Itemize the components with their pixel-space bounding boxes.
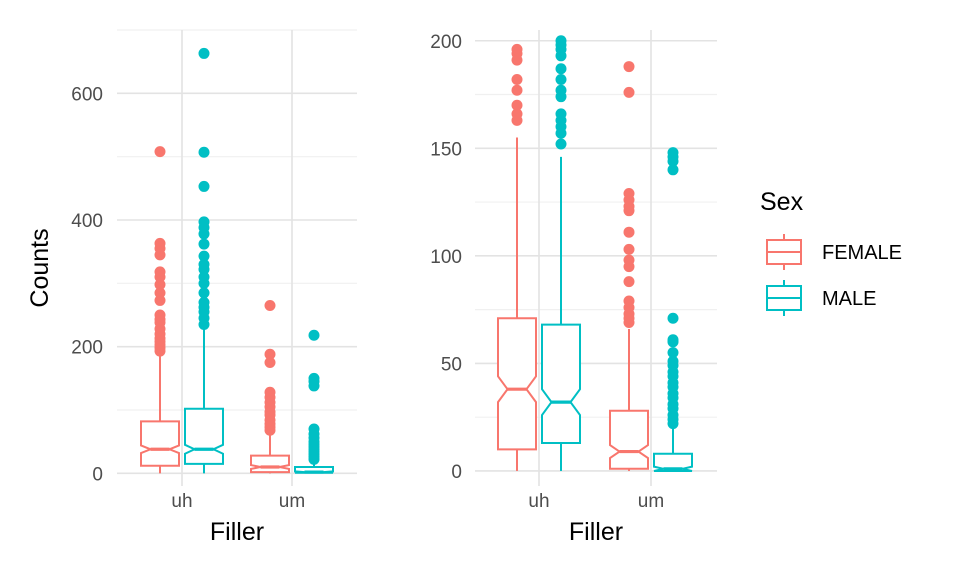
outlier-point	[154, 287, 166, 299]
x-tick-label: uh	[528, 491, 549, 512]
outlier-point	[198, 296, 210, 308]
outlier-point	[308, 423, 320, 435]
outlier-point	[667, 312, 679, 324]
outlier-point	[623, 226, 635, 238]
outlier-point	[198, 47, 210, 59]
outlier-point	[264, 357, 276, 368]
outlier-point	[198, 238, 210, 250]
outlier-point	[623, 61, 635, 73]
box-female	[497, 317, 537, 451]
outlier-point	[623, 276, 635, 288]
outlier-point	[623, 187, 635, 199]
y-tick-label: 150	[430, 139, 462, 160]
box-male	[541, 323, 581, 444]
outlier-point	[308, 372, 320, 384]
outlier-point	[198, 216, 210, 228]
outlier-point	[198, 258, 210, 270]
outlier-point	[667, 164, 679, 176]
right-panel: 0 50 100 150 200 uh um Filler	[430, 30, 717, 546]
y-tick-label: 600	[71, 84, 103, 105]
outlier-point	[198, 250, 210, 262]
x-tick-label: um	[638, 491, 664, 512]
outlier-point	[555, 138, 567, 150]
outlier-point	[623, 295, 635, 307]
outlier-point	[555, 73, 567, 85]
legend-key-male	[766, 280, 802, 316]
outlier-point	[308, 329, 320, 341]
outlier-point	[198, 271, 210, 283]
legend-label-male: MALE	[822, 288, 876, 310]
legend-item-female: FEMALE	[766, 234, 902, 270]
left-panel: 0 200 400 600 uh um Filler Counts	[26, 29, 357, 546]
x-tick-label: uh	[171, 491, 192, 512]
box-female	[140, 420, 180, 467]
y-tick-label: 50	[441, 354, 462, 375]
box-male	[653, 452, 693, 472]
outlier-point	[667, 347, 679, 359]
legend: Sex FEMALE MALE	[760, 188, 902, 316]
outlier-point	[555, 84, 567, 96]
outlier-point	[511, 73, 523, 85]
outlier-point	[154, 266, 166, 278]
outlier-point	[264, 348, 276, 360]
legend-label-female: FEMALE	[822, 242, 902, 264]
y-tick-label: 200	[71, 338, 103, 359]
outlier-point	[198, 287, 210, 299]
outlier-point	[264, 386, 276, 398]
box-male	[184, 407, 224, 465]
y-tick-label: 100	[430, 247, 462, 268]
outlier-point	[154, 309, 166, 321]
outlier-point	[555, 63, 567, 75]
outlier-point	[511, 99, 523, 111]
outlier-point	[264, 300, 276, 311]
outlier-point	[555, 35, 567, 47]
outlier-point	[667, 147, 679, 159]
outlier-point	[623, 243, 635, 255]
outlier-point	[198, 180, 210, 192]
x-tick-label: um	[279, 491, 305, 512]
y-tick-label: 200	[430, 32, 462, 53]
outlier-point	[198, 146, 210, 158]
y-axis-title: Counts	[26, 228, 54, 307]
outlier-point	[667, 334, 679, 346]
outlier-point	[623, 254, 635, 266]
x-axis-title: Filler	[569, 518, 623, 546]
outlier-point	[511, 43, 523, 55]
legend-item-male: MALE	[766, 280, 876, 316]
y-tick-label: 0	[92, 464, 103, 485]
legend-key-female	[766, 234, 802, 270]
outlier-point	[623, 86, 635, 98]
y-tick-label: 400	[71, 211, 103, 232]
outlier-point	[154, 237, 166, 249]
box-female	[250, 454, 290, 474]
outlier-point	[511, 84, 523, 96]
x-axis-title: Filler	[210, 518, 264, 546]
box-female	[609, 409, 649, 470]
outlier-point	[154, 146, 166, 158]
outlier-point	[154, 279, 166, 291]
outlier-point	[154, 294, 166, 306]
y-tick-label: 0	[451, 462, 462, 483]
outlier-point	[555, 108, 567, 120]
outlier-point	[667, 355, 679, 367]
legend-title: Sex	[760, 188, 804, 216]
outlier-point	[511, 108, 523, 120]
